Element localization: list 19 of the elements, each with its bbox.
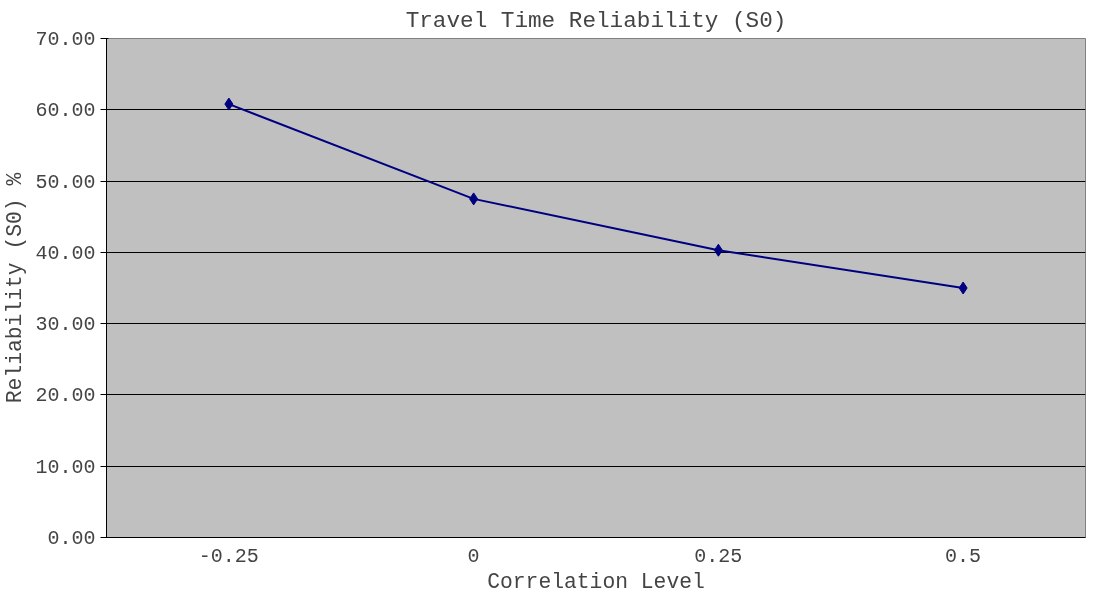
y-tick-label: 10.00	[35, 455, 96, 479]
x-tick-label: 0.25	[694, 544, 743, 568]
x-axis-title: Correlation Level	[487, 569, 705, 594]
point	[469, 192, 479, 206]
x-tick-label: -0.25	[198, 544, 259, 568]
y-axis-title: Reliability (S0) %	[3, 172, 28, 404]
y-tick-label: 20.00	[35, 384, 96, 408]
chart-title: Travel Time Reliability (S0)	[405, 7, 787, 34]
y-tick-label: 50.00	[35, 170, 96, 194]
point	[958, 281, 968, 295]
y-tick-label: 60.00	[35, 99, 96, 123]
y-tick-label: 40.00	[35, 241, 96, 265]
x-tick-label: 0	[467, 544, 480, 568]
y-tick-label: 0.00	[47, 527, 96, 550]
y-tick-label: 30.00	[35, 313, 96, 337]
y-tick-label: 70.00	[35, 28, 96, 51]
point	[224, 97, 234, 111]
x-tick-label: 0.5	[945, 544, 982, 568]
point	[713, 243, 723, 257]
